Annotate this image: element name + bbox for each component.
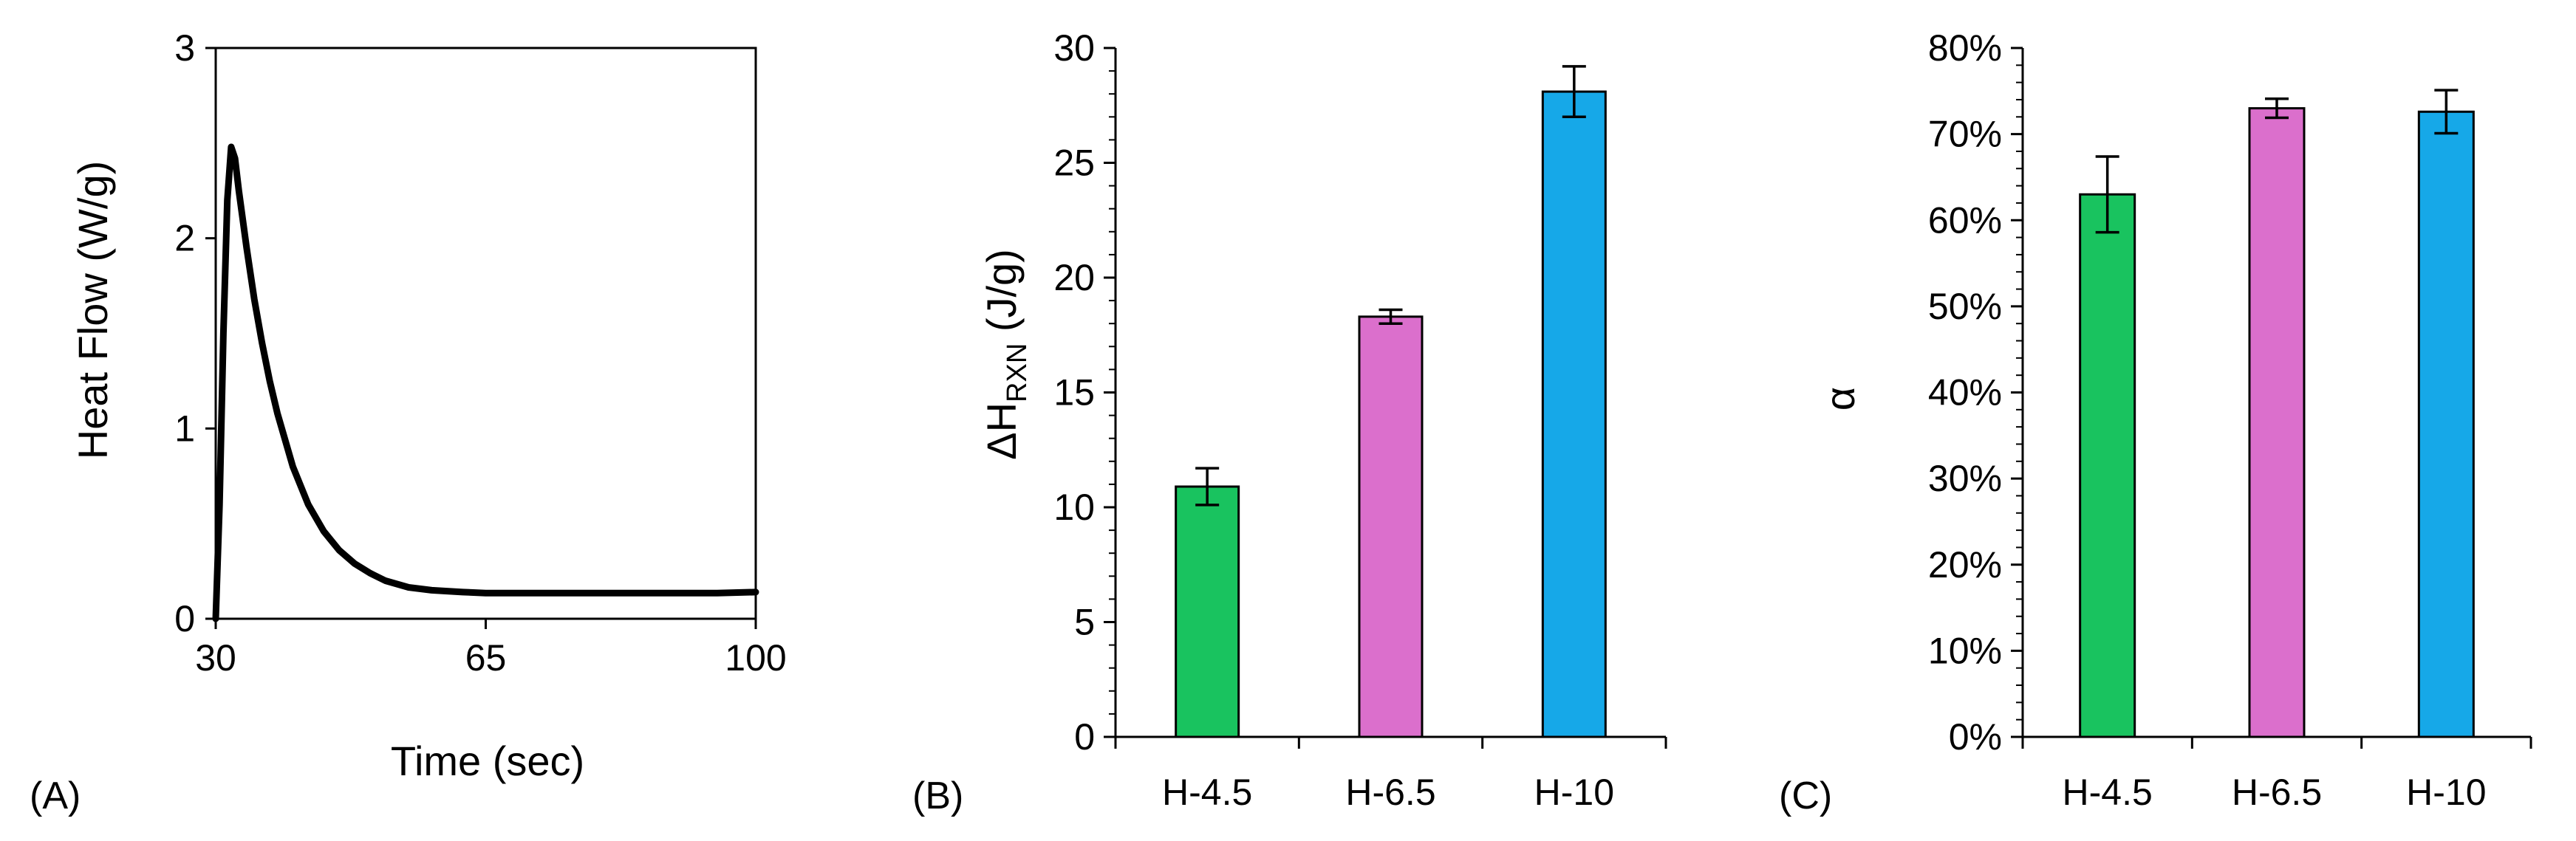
panel-b-bar-h-6-5 [1358,315,1424,738]
panel-a-x-tick-label: 100 [725,637,786,679]
panel-a-heat-flow-line [212,143,759,622]
panel-b-x-tick-label: H-4.5 [1162,772,1252,813]
panel-b-enthalpy-chart: 0 5 10 15 20 25 30 H-4.5 H-6.5 H-10 ΔHRXN (J/g) (… [912,27,1667,817]
panel-a-y-tick-label: 2 [174,218,195,259]
panel-b-label: (B) [912,775,963,817]
panel-b-y-tick-label: 5 [1074,602,1095,643]
panel-b-y-tick-label: 20 [1053,257,1095,298]
panel-c-alpha-chart: 0% 10% 20% 30% 40% 50% 60% 70% 80% H-4.5 H-6.5 H-10… [1779,27,2532,817]
panel-c-y-tick-label: 0% [1949,716,2002,758]
panel-a-y-axis-label: Heat Flow (W/g) [69,161,116,460]
panel-c-y-tick-label: 80% [1928,27,2002,69]
panel-c-label: (C) [1779,775,1832,817]
panel-b-x-tick-label: H-10 [1534,772,1614,813]
panel-c-bar-h-10 [2417,110,2475,738]
panel-c-y-tick-label: 70% [1928,114,2002,155]
panel-b-y-label-subscript: RXN [1002,343,1033,402]
panel-a-axes [214,47,757,620]
panel-c-y-tick-label: 60% [1928,199,2002,241]
panel-c-y-axis-label: α [1817,387,1863,411]
panel-c-y-tick-label: 30% [1928,458,2002,499]
panel-a-x-axis-label: Time (sec) [391,738,584,784]
panel-c-bars [2079,89,2475,738]
panel-a-y-tick-label: 0 [174,598,195,639]
panel-c-y-tick-label: 50% [1928,286,2002,327]
panel-c-y-tick-label: 40% [1928,372,2002,413]
panel-b-x-tick-label: H-6.5 [1345,772,1435,813]
panel-b-bars [1175,65,1607,738]
panel-a-ticks: 0 1 2 3 30 65 100 [174,27,787,679]
panel-c-x-tick-label: H-6.5 [2232,772,2322,813]
panel-c-bar-h-6-5 [2248,107,2306,738]
panel-a-y-tick-label: 3 [174,27,195,69]
panel-b-ticks: 0 5 10 15 20 25 30 H-4.5 H-6.5 H-10 [1053,27,1667,813]
panel-c-ticks: 0% 10% 20% 30% 40% 50% 60% 70% 80% H-4.5 H-6.5 H-10 [1928,27,2532,813]
panel-b-y-tick-label: 10 [1053,487,1095,528]
panel-b-bar-h-10 [1541,90,1607,738]
panel-a-y-tick-label: 1 [174,408,195,449]
panel-a-plot-frame [214,47,757,620]
panel-a-x-tick-label: 30 [195,637,236,679]
panel-c-y-tick-label: 20% [1928,544,2002,586]
panel-b-y-tick-label: 25 [1053,143,1095,184]
panel-b-y-label-units: (J/g) [978,249,1025,343]
panel-c-x-tick-label: H-10 [2406,772,2486,813]
panel-b-y-tick-label: 0 [1074,716,1095,758]
panel-a-series [212,143,759,622]
panel-c-x-tick-label: H-4.5 [2063,772,2153,813]
panel-b-bar-h-4-5 [1175,485,1240,738]
panel-b-y-axis-label: ΔHRXN (J/g) [978,249,1033,460]
panel-c-y-tick-label: 10% [1928,630,2002,671]
panel-a-label: (A) [30,775,81,817]
panel-b-y-tick-label: 30 [1053,27,1095,69]
panel-b-y-label-main: ΔH [978,402,1025,460]
panel-a-x-tick-label: 65 [465,637,507,679]
panel-c-bar-h-4-5 [2079,193,2136,738]
panel-a-heat-flow-chart: 0 1 2 3 30 65 100 Time (sec) Heat Flow (W/g) (… [30,27,787,817]
panel-b-y-tick-label: 15 [1053,372,1095,413]
